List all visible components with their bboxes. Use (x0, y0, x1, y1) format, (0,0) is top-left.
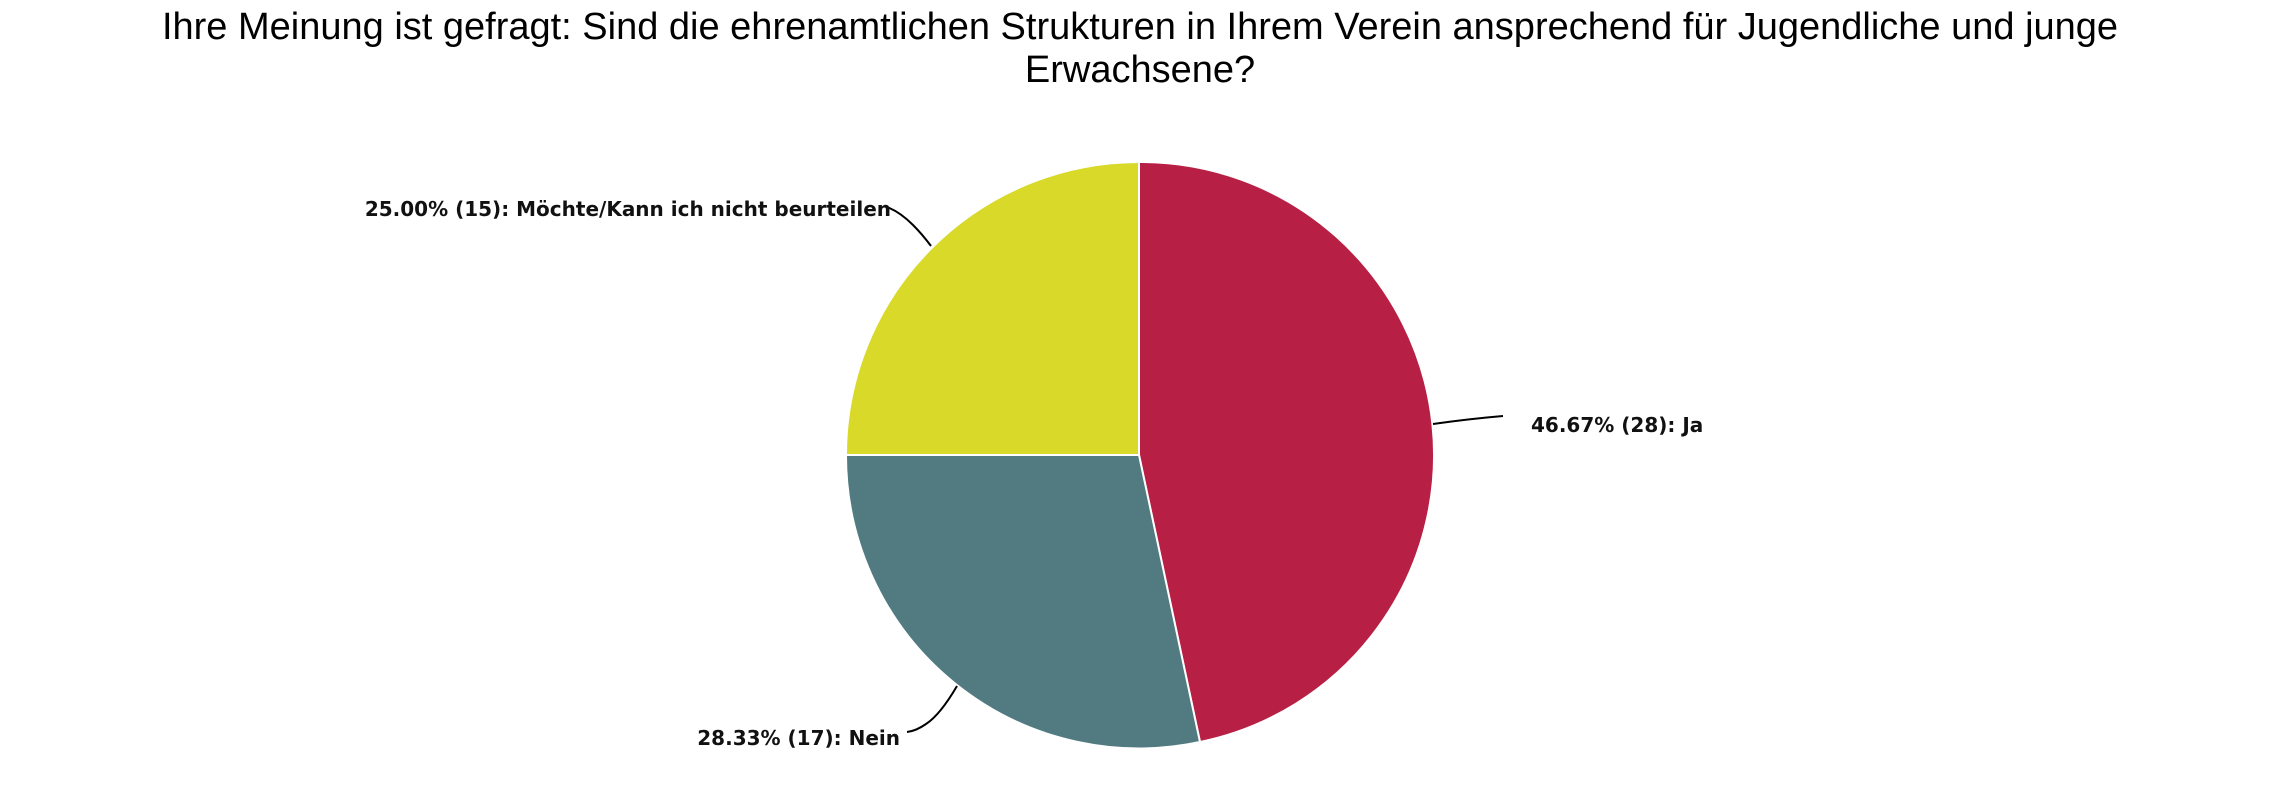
pie-slice-nein[interactable] (844, 454, 1202, 750)
chart-title-line-2: Erwachsene? (1024, 49, 1256, 91)
slice-label-nein: 28.33% (17): Nein (697, 726, 900, 750)
pie-slice-moechte-kann[interactable] (844, 160, 1140, 456)
leader-line-ja (1432, 415, 1504, 425)
chart-title-line-1: Ihre Meinung ist gefragt: Sind die ehren… (161, 6, 2119, 48)
leader-line-moechte-kann (886, 206, 932, 247)
chart-title: Ihre Meinung ist gefragt: Sind die ehren… (60, 6, 2220, 92)
slice-label-ja: 46.67% (28): Ja (1531, 413, 1703, 437)
pie-slice-ja[interactable] (1138, 160, 1436, 744)
slice-label-moechte-kann: 25.00% (15): Möchte/Kann ich nicht beurt… (365, 197, 891, 221)
leader-line-nein (906, 685, 958, 733)
